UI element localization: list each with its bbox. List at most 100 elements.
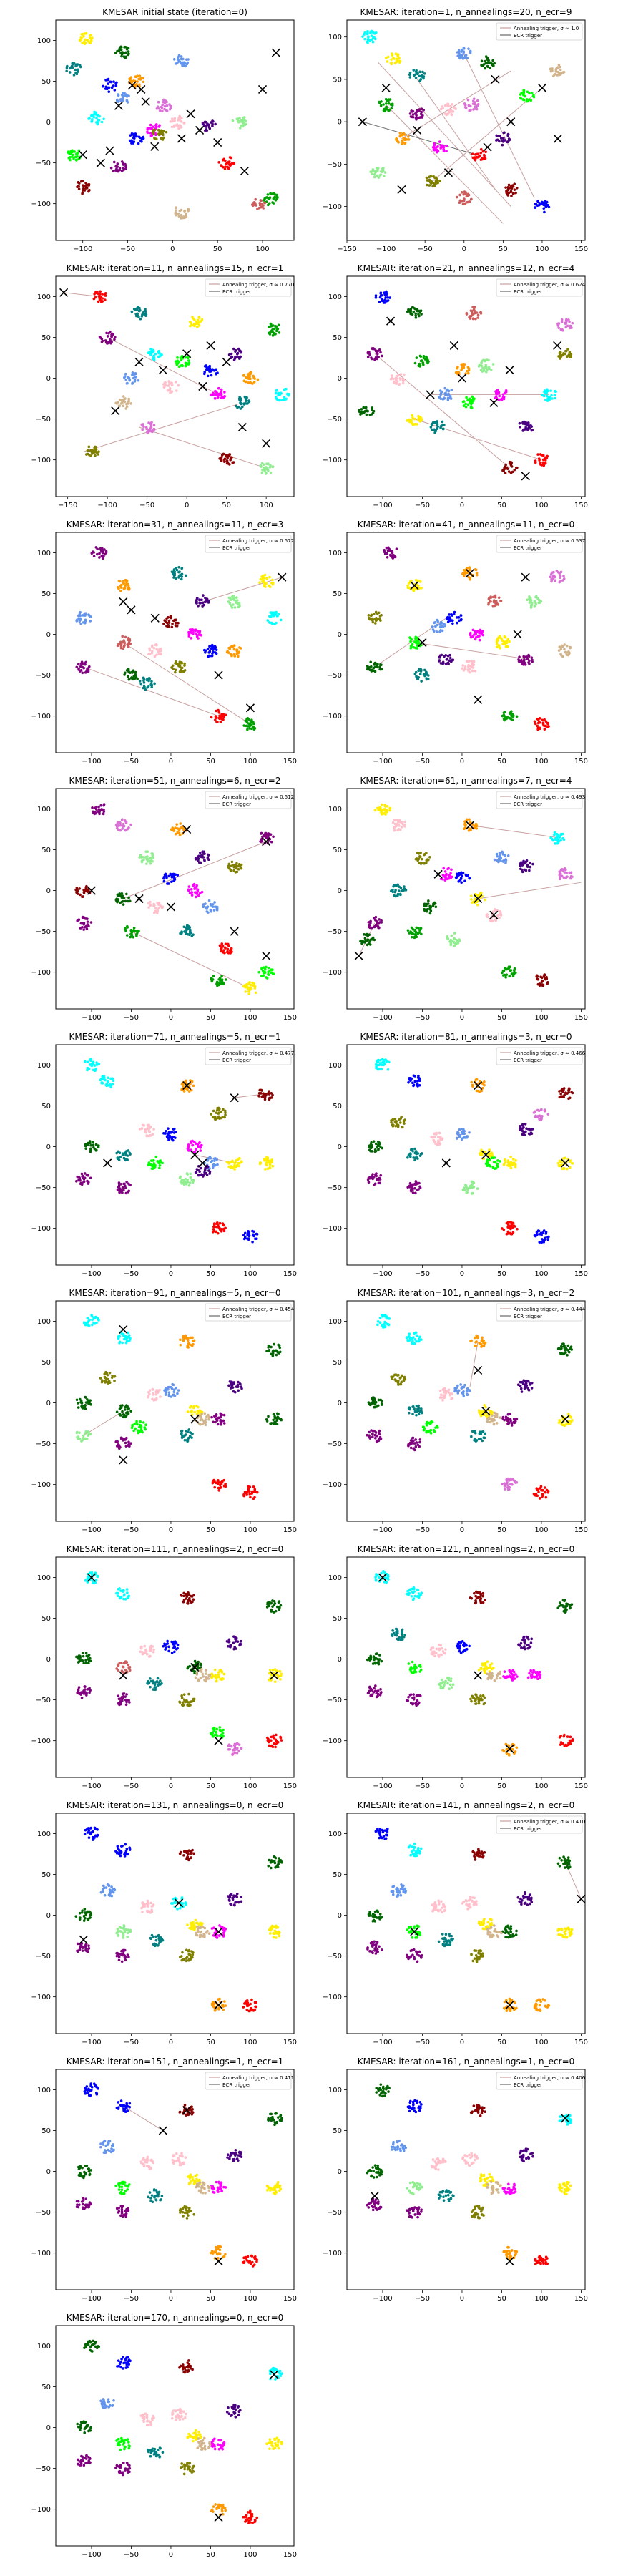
plot-area (74, 803, 275, 995)
y-tick-label: −100 (323, 713, 342, 721)
data-point (189, 321, 192, 324)
data-point (474, 153, 477, 156)
data-point (214, 645, 217, 649)
data-point (75, 665, 79, 669)
x-marker (489, 398, 499, 407)
cluster (65, 62, 82, 77)
data-point (135, 82, 138, 86)
data-point (85, 184, 88, 187)
data-point (245, 718, 248, 721)
data-point (84, 618, 87, 622)
data-point (456, 940, 459, 943)
data-point (526, 429, 529, 431)
data-point (487, 366, 491, 369)
data-point (242, 116, 246, 119)
data-point (544, 399, 547, 401)
data-point (116, 900, 119, 904)
data-point (187, 635, 191, 638)
data-point (426, 674, 430, 677)
data-point (465, 195, 469, 198)
data-point (383, 171, 387, 174)
data-point (449, 872, 452, 875)
data-point (106, 334, 109, 338)
data-point (220, 388, 223, 391)
data-point (100, 337, 104, 341)
data-point (199, 1149, 202, 1152)
data-point (119, 824, 122, 827)
data-point (410, 926, 413, 930)
data-point (229, 355, 232, 358)
data-point (227, 162, 230, 165)
data-point (425, 861, 428, 864)
data-point (479, 158, 483, 162)
data-point (380, 808, 383, 811)
axes-frame (55, 532, 295, 753)
cluster (75, 660, 91, 675)
data-point (438, 180, 441, 182)
data-point (76, 153, 79, 156)
data-point (370, 614, 373, 617)
data-point (268, 202, 271, 205)
data-point (568, 355, 572, 358)
cluster (480, 55, 496, 70)
data-point (115, 402, 119, 405)
data-point (263, 1098, 267, 1101)
data-point (396, 883, 400, 887)
x-tick-label: 50 (206, 758, 215, 766)
data-point (258, 1088, 262, 1092)
data-point (381, 668, 383, 671)
data-point (239, 127, 242, 130)
cluster (501, 965, 517, 979)
cluster (242, 371, 260, 385)
data-point (431, 904, 435, 907)
data-point (503, 967, 506, 970)
data-point (127, 397, 131, 401)
x-marker (214, 670, 223, 680)
data-point (506, 134, 509, 137)
data-point (82, 917, 85, 920)
data-point (467, 371, 470, 375)
y-tick-label: 0 (46, 375, 51, 383)
data-point (272, 972, 275, 975)
data-point (269, 192, 272, 195)
data-point (423, 862, 426, 865)
cluster (128, 74, 145, 89)
data-point (426, 358, 428, 362)
cluster (274, 387, 290, 402)
data-point (254, 991, 258, 995)
data-point (217, 711, 221, 713)
data-point (79, 1179, 82, 1182)
data-point (135, 135, 138, 138)
data-point (187, 885, 191, 888)
x-tick-label: −100 (373, 758, 392, 766)
data-point (84, 614, 87, 617)
annealing-line (386, 104, 504, 224)
data-point (484, 364, 487, 366)
data-point (88, 188, 91, 192)
data-point (202, 856, 205, 859)
axes-frame (346, 275, 586, 497)
data-point (157, 906, 161, 909)
data-point (187, 362, 190, 365)
data-point (461, 203, 465, 206)
x-tick-label: −50 (415, 758, 430, 766)
data-point (420, 313, 423, 316)
data-point (119, 646, 123, 650)
x-marker (78, 150, 87, 160)
data-point (101, 554, 104, 557)
data-point (560, 318, 564, 321)
x-tick-label: 0 (185, 502, 189, 509)
data-point (414, 314, 417, 317)
data-point (451, 102, 454, 106)
data-point (504, 467, 506, 470)
axes-frame (55, 275, 295, 497)
cluster (130, 306, 148, 321)
data-point (207, 858, 210, 861)
data-point (489, 368, 493, 371)
data-point (149, 423, 153, 426)
y-tick-label: −50 (327, 928, 342, 936)
data-point (438, 389, 442, 392)
data-point (226, 947, 230, 951)
data-point (94, 811, 98, 815)
data-point (69, 67, 72, 70)
